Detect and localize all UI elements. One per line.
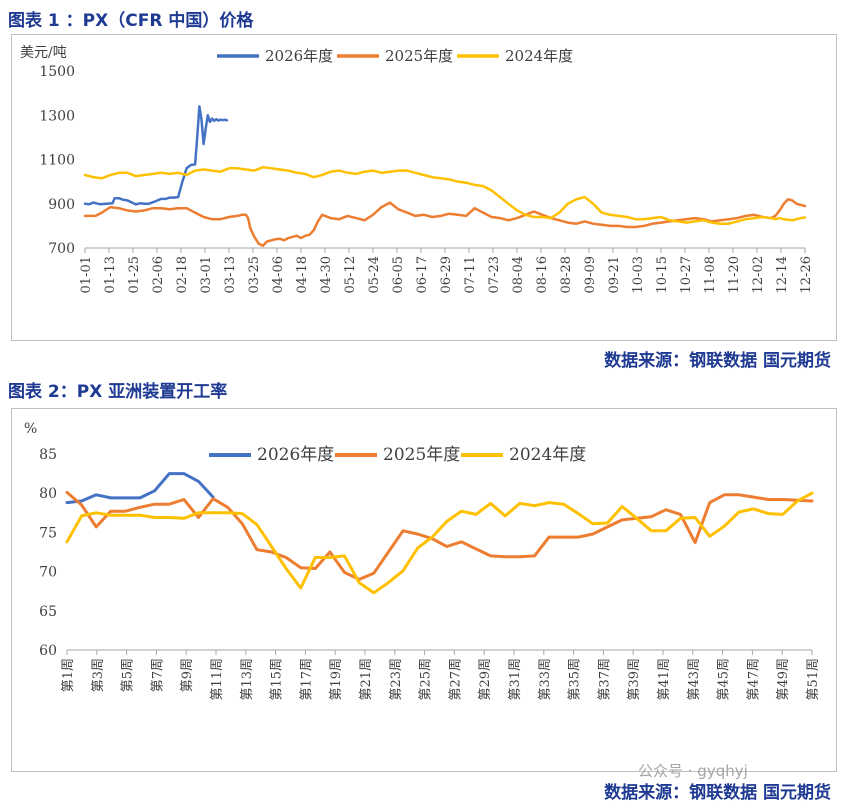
x-tick-label: 01-13 bbox=[103, 256, 118, 293]
x-tick-label: 11-20 bbox=[727, 256, 742, 293]
x-tick-label: 04-30 bbox=[319, 256, 334, 293]
x-tick-label: 第31周 bbox=[508, 658, 523, 701]
x-tick-label: 03-01 bbox=[199, 256, 214, 293]
x-tick-label: 第5周 bbox=[121, 658, 136, 692]
legend-label: 2025年度 bbox=[385, 47, 453, 65]
x-tick-label: 09-09 bbox=[583, 256, 598, 293]
figure-2-title: 图表 2：PX 亚洲装置开工率 bbox=[8, 382, 228, 402]
x-tick-label: 12-14 bbox=[775, 256, 790, 293]
x-tick-label: 第43周 bbox=[687, 658, 702, 701]
x-tick-label: 03-13 bbox=[223, 256, 238, 293]
series-line bbox=[83, 105, 229, 206]
x-tick-label: 第13周 bbox=[240, 658, 255, 701]
x-tick-label: 第47周 bbox=[746, 658, 761, 701]
x-tick-label: 01-01 bbox=[79, 256, 94, 293]
y-tick-label: 1300 bbox=[39, 108, 75, 124]
x-tick-label: 第9周 bbox=[180, 658, 195, 692]
y-tick-label: 900 bbox=[48, 197, 75, 213]
x-tick-label: 第35周 bbox=[568, 658, 583, 701]
legend-label: 2024年度 bbox=[505, 47, 573, 65]
x-tick-label: 02-06 bbox=[151, 256, 166, 293]
y-tick-label: 70 bbox=[39, 565, 57, 581]
series-line bbox=[65, 472, 215, 505]
legend-label: 2024年度 bbox=[509, 445, 586, 465]
x-tick-label: 第7周 bbox=[150, 658, 165, 692]
y-tick-label: 85 bbox=[39, 447, 57, 463]
x-tick-label: 第45周 bbox=[717, 658, 732, 701]
x-tick-label: 02-18 bbox=[175, 256, 190, 293]
px-price-chart: 美元/吨 700 900 1100 1300 1500 01-01 01-13 01-25 02-… bbox=[20, 45, 814, 293]
y-tick-label: 60 bbox=[39, 643, 57, 659]
x-tick-label: 10-15 bbox=[655, 256, 670, 293]
figure-2-source: 数据来源：钢联数据 国元期货 bbox=[604, 783, 831, 803]
watermark-text: 公众号 · gyqhyj bbox=[638, 762, 748, 780]
x-tick-label: 10-27 bbox=[679, 256, 694, 293]
x-tick-label: 第21周 bbox=[359, 658, 374, 701]
y-tick-label: 75 bbox=[39, 525, 57, 541]
figure-1-title: 图表 1 ：PX（CFR 中国）价格 bbox=[8, 11, 254, 31]
x-tick-label: 第11周 bbox=[210, 658, 225, 701]
x-tick-label: 03-25 bbox=[247, 256, 262, 293]
x-tick-label: 04-18 bbox=[295, 256, 310, 293]
x-tick-label: 第51周 bbox=[806, 658, 821, 701]
x-tick-label: 11-08 bbox=[703, 256, 718, 293]
x-tick-label: 07-11 bbox=[463, 256, 478, 293]
x-tick-label: 第3周 bbox=[91, 658, 106, 692]
series-line bbox=[83, 165, 807, 225]
x-tick-label: 07-23 bbox=[487, 256, 502, 293]
x-tick-label: 第39周 bbox=[627, 658, 642, 701]
x-tick-label: 第19周 bbox=[329, 658, 344, 701]
x-tick-label: 第15周 bbox=[270, 658, 285, 701]
x-tick-label: 06-29 bbox=[439, 256, 454, 293]
y-tick-label: 700 bbox=[48, 241, 75, 257]
x-tick-label: 10-03 bbox=[631, 256, 646, 293]
x-tick-label: 12-02 bbox=[751, 256, 766, 293]
x-tick-label: 第1周 bbox=[61, 658, 76, 692]
x-tick-label: 04-06 bbox=[271, 256, 286, 293]
x-tick-label: 01-25 bbox=[127, 256, 142, 293]
x-tick-label: 第23周 bbox=[389, 658, 404, 701]
x-tick-label: 06-05 bbox=[391, 256, 406, 293]
x-tick-label: 05-12 bbox=[343, 256, 358, 293]
legend-label: 2026年度 bbox=[257, 445, 334, 465]
x-tick-label: 08-16 bbox=[535, 256, 550, 293]
y-tick-label: 80 bbox=[39, 486, 57, 502]
x-tick-label: 第17周 bbox=[299, 658, 314, 701]
x-tick-label: 12-26 bbox=[799, 256, 814, 293]
x-tick-label: 第49周 bbox=[776, 658, 791, 701]
x-tick-label: 第41周 bbox=[657, 658, 672, 701]
series-line bbox=[65, 491, 814, 595]
figure-2-chart-panel: % 60 65 70 75 80 85 第1周 第3周 第5周 第7周 第9周 第11周 第13周 第15周… bbox=[11, 408, 837, 772]
px-asia-operating-rate-chart: % 60 65 70 75 80 85 第1周 第3周 第5周 第7周 第9周 第11周 第13周 第15周… bbox=[24, 421, 821, 701]
figure-1-chart-panel: 美元/吨 700 900 1100 1300 1500 01-01 01-13 01-25 02-… bbox=[11, 34, 837, 341]
x-tick-label: 第29周 bbox=[478, 658, 493, 701]
legend-label: 2026年度 bbox=[265, 47, 333, 65]
y-tick-label: 1500 bbox=[39, 64, 75, 80]
x-tick-label: 08-04 bbox=[511, 256, 526, 293]
series-line bbox=[83, 198, 807, 248]
x-tick-label: 08-28 bbox=[559, 256, 574, 293]
y-unit-label: 美元/吨 bbox=[20, 45, 67, 61]
x-tick-label: 第37周 bbox=[597, 658, 612, 701]
figure-1-source: 数据来源：钢联数据 国元期货 bbox=[604, 351, 831, 371]
y-tick-label: 1100 bbox=[39, 153, 75, 169]
x-tick-label: 第33周 bbox=[538, 658, 553, 701]
y-unit-label: % bbox=[24, 421, 37, 437]
y-tick-label: 65 bbox=[39, 604, 57, 620]
x-tick-label: 05-24 bbox=[367, 256, 382, 293]
x-tick-label: 09-21 bbox=[607, 256, 622, 293]
series-line bbox=[65, 490, 814, 581]
x-tick-label: 06-17 bbox=[415, 256, 430, 293]
legend-label: 2025年度 bbox=[383, 445, 460, 465]
x-tick-label: 第25周 bbox=[419, 658, 434, 701]
x-tick-label: 第27周 bbox=[448, 658, 463, 701]
